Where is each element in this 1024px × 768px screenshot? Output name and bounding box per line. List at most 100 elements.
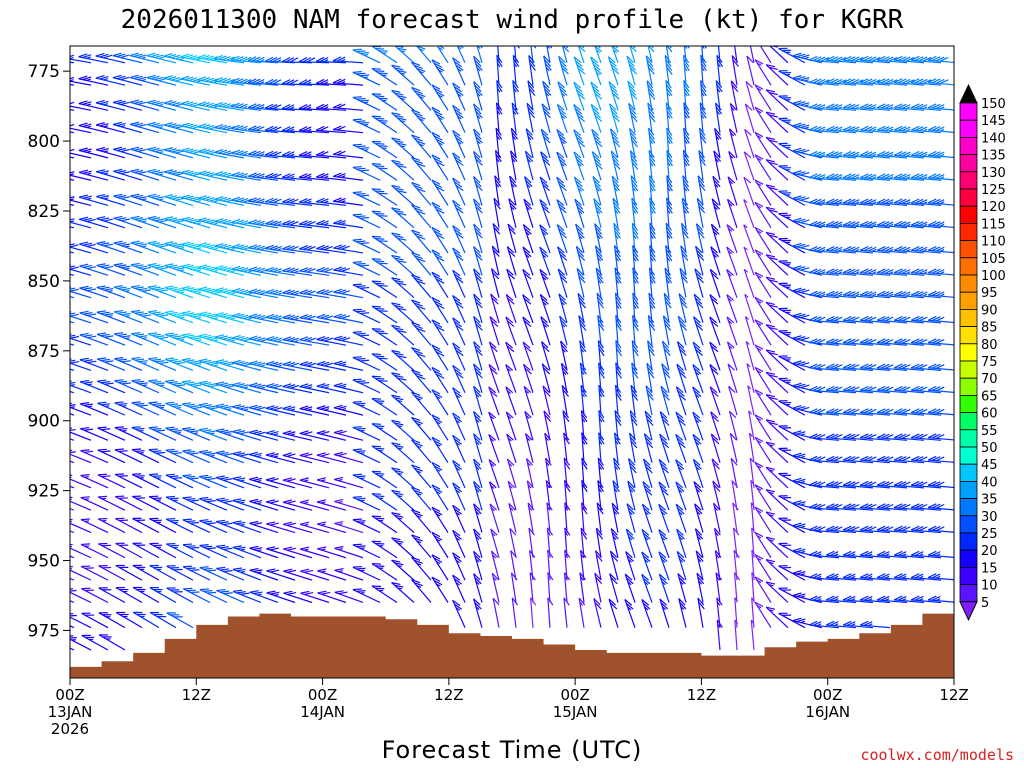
wind-barb [332, 125, 364, 134]
colorbar-swatch [959, 154, 978, 173]
x-tick-label: 16JAN [805, 703, 850, 721]
colorbar-label: 100 [981, 269, 1006, 284]
wind-barb [825, 245, 857, 254]
wind-barb [215, 381, 245, 394]
wind-barb [411, 556, 432, 581]
wind-barb [754, 201, 772, 229]
wind-barb [131, 473, 160, 489]
wind-barb [893, 150, 925, 159]
wind-barb [692, 411, 704, 441]
wind-barb [859, 315, 891, 324]
wind-barb [665, 222, 673, 253]
wind-barb [247, 150, 279, 159]
wind-barb [910, 55, 942, 64]
wind-barb [411, 509, 432, 533]
wind-barb [778, 95, 806, 111]
wind-barb [595, 550, 603, 581]
wind-barb [893, 103, 925, 111]
wind-barb [543, 410, 552, 441]
wind-barb [80, 426, 109, 441]
wind-barb [626, 55, 638, 86]
wind-barb [825, 315, 857, 324]
wind-barb [147, 240, 177, 254]
wind-barb [315, 172, 347, 181]
wind-barb [611, 175, 621, 206]
wind-barb [96, 169, 126, 181]
wind-barb [842, 55, 874, 64]
wind-barb [792, 617, 823, 629]
wind-barb [558, 293, 568, 324]
wind-barb [148, 426, 177, 441]
wind-barb [664, 267, 673, 298]
colorbar-label: 145 [981, 114, 1006, 129]
wind-barb [730, 80, 739, 111]
wind-barb [792, 52, 823, 64]
wind-barb [728, 385, 738, 416]
wind-barb [248, 244, 279, 254]
wind-barb [452, 82, 466, 111]
wind-barb [473, 458, 483, 489]
wind-barb [643, 433, 654, 463]
wind-barb [591, 128, 603, 159]
wind-barb [333, 313, 364, 324]
y-tick-label: 800 [28, 132, 60, 152]
wind-barb [682, 175, 690, 206]
wind-barb [692, 364, 704, 393]
wind-barb [352, 96, 381, 111]
wind-barb [199, 496, 228, 511]
wind-barb [645, 385, 655, 416]
wind-barb [859, 198, 891, 206]
wind-barb [452, 295, 466, 324]
wind-barb [148, 495, 177, 511]
wind-barb [391, 419, 415, 441]
wind-barb [247, 56, 279, 64]
wind-barb [730, 458, 738, 488]
wind-barb [411, 391, 432, 416]
wind-barb [613, 222, 621, 254]
wind-barb [352, 143, 381, 159]
colorbar-swatch [959, 532, 978, 551]
wind-barb [647, 102, 656, 133]
wind-barb [199, 544, 228, 559]
wind-barb [411, 61, 432, 86]
wind-barb [681, 197, 690, 228]
wind-barb [825, 503, 857, 511]
wind-barb [658, 573, 670, 603]
wind-barb [859, 103, 891, 111]
wind-barb [509, 175, 517, 206]
wind-barb [495, 102, 503, 133]
wind-barb [661, 340, 671, 371]
wind-barb [282, 244, 313, 254]
wind-barb [876, 245, 908, 254]
wind-barb [248, 172, 279, 181]
wind-barb [743, 246, 755, 276]
wind-barb [411, 299, 432, 324]
wind-barb [95, 146, 126, 159]
wind-barb [371, 423, 398, 441]
wind-barb [215, 475, 245, 489]
wind-barb [641, 573, 653, 603]
wind-barb [115, 495, 143, 511]
wind-barb [283, 546, 313, 559]
x-axis-label: Forecast Time (UTC) [382, 736, 643, 764]
wind-barb [96, 310, 126, 324]
wind-barb [765, 419, 789, 441]
wind-barb [910, 125, 942, 134]
wind-barb [511, 102, 519, 133]
wind-barb [859, 503, 891, 511]
wind-barb [282, 383, 313, 394]
wind-barb [659, 411, 670, 441]
wind-barb [98, 542, 126, 559]
wind-barb [627, 480, 636, 511]
wind-barb [593, 198, 603, 228]
wind-barb [792, 75, 823, 86]
wind-barb [596, 502, 604, 533]
wind-barb [231, 218, 262, 229]
wind-barb [576, 268, 586, 298]
wind-barb [214, 54, 245, 64]
colorbar-swatch [959, 222, 978, 241]
wind-barb [391, 277, 415, 299]
wind-barb [910, 363, 942, 371]
